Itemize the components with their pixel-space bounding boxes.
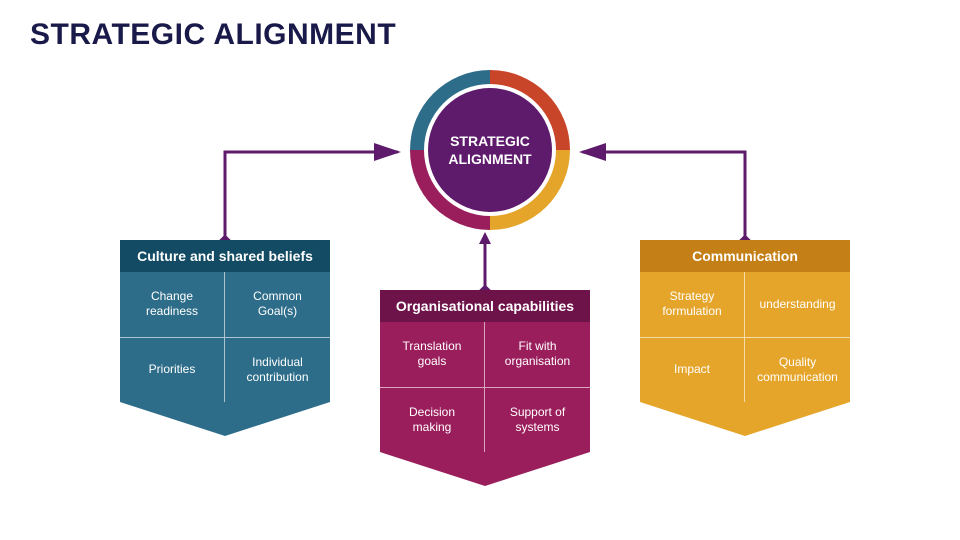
panel-org-cell: Support of systems [485, 388, 590, 453]
panel-org-head: Organisational capabilities [380, 290, 590, 322]
panel-org-point [380, 452, 590, 486]
panel-culture-cell: Priorities [120, 338, 225, 403]
panel-comm-cell: Strategy formulation [640, 272, 745, 338]
panel-comm: Communication Strategy formulation under… [640, 240, 850, 436]
panel-org-cell: Decision making [380, 388, 485, 453]
panel-comm-cell: Quality communication [745, 338, 850, 403]
panel-culture-cell: Change readiness [120, 272, 225, 338]
panel-org: Organisational capabilities Translation … [380, 290, 590, 486]
panel-comm-head: Communication [640, 240, 850, 272]
center-ring: STRATEGIC ALIGNMENT [410, 70, 570, 230]
panel-comm-cell: understanding [745, 272, 850, 338]
center-circle: STRATEGIC ALIGNMENT [428, 88, 552, 212]
panel-culture: Culture and shared beliefs Change readin… [120, 240, 330, 436]
panel-culture-point [120, 402, 330, 436]
panel-culture-cell: Individual contribution [225, 338, 330, 403]
panel-culture-cell: Common Goal(s) [225, 272, 330, 338]
page-title: STRATEGIC ALIGNMENT [30, 18, 396, 52]
panel-culture-body: Change readiness Common Goal(s) Prioriti… [120, 272, 330, 402]
panel-culture-head: Culture and shared beliefs [120, 240, 330, 272]
panel-org-cell: Translation goals [380, 322, 485, 388]
panel-org-body: Translation goals Fit with organisation … [380, 322, 590, 452]
panel-org-cell: Fit with organisation [485, 322, 590, 388]
panel-comm-body: Strategy formulation understanding Impac… [640, 272, 850, 402]
panel-comm-point [640, 402, 850, 436]
panel-comm-cell: Impact [640, 338, 745, 403]
